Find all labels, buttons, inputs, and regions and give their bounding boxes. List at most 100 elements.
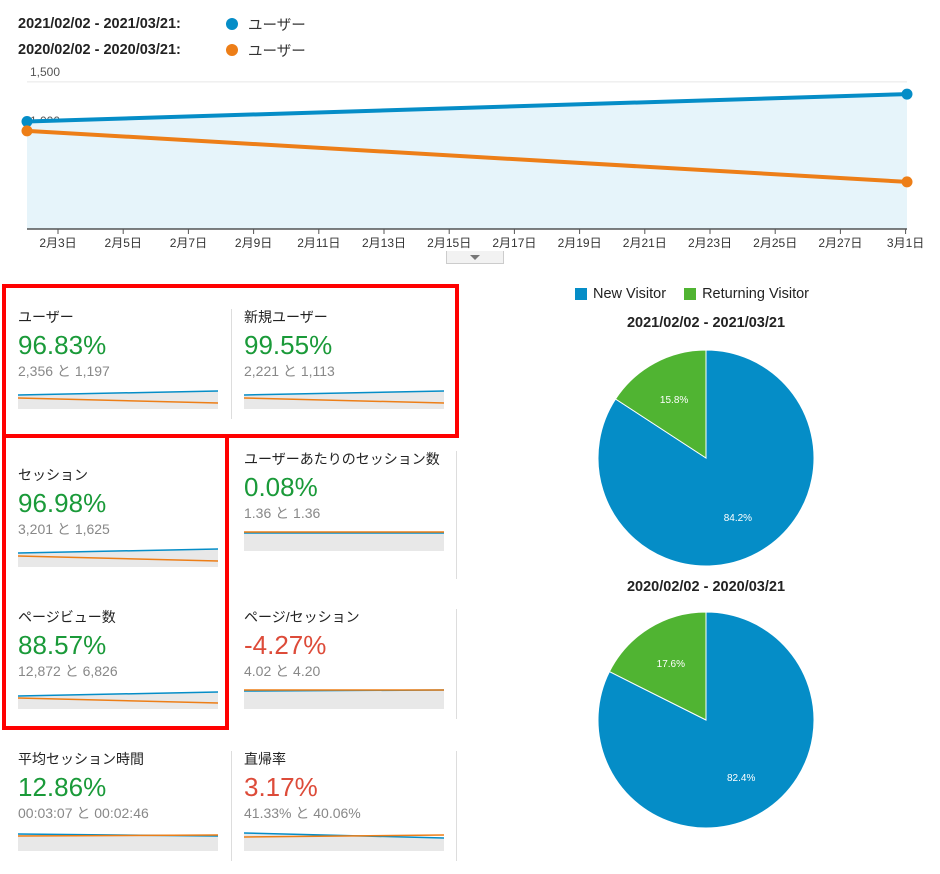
pie-label-new: 84.2%: [724, 513, 752, 524]
metric-change: 99.55%: [244, 330, 333, 360]
legend-current-dot-icon: [226, 18, 238, 30]
x-tick-label: 2月17日: [492, 236, 536, 250]
x-tick-label: 2月25日: [753, 236, 797, 250]
metric-card[interactable]: ユーザーあたりのセッション数 0.08% 1.36 と 1.36: [244, 451, 454, 551]
metric-card[interactable]: 直帰率 3.17% 41.33% と 40.06%: [244, 751, 454, 851]
metric-change: 0.08%: [244, 472, 318, 502]
series-point: [901, 176, 913, 188]
pie-label-new: 82.4%: [727, 773, 755, 784]
metric-comparison: 1.36 と 1.36: [244, 505, 321, 521]
x-tick-label: 2月19日: [558, 236, 602, 250]
metric-card[interactable]: ページ/セッション -4.27% 4.02 と 4.20: [244, 609, 454, 709]
metric-change: 12.86%: [18, 772, 107, 802]
pie-label-returning: 15.8%: [660, 395, 688, 406]
sparkline-previous: [244, 834, 444, 838]
sparkline-previous: [18, 555, 218, 562]
series-point: [21, 116, 33, 128]
metric-card[interactable]: セッション 96.98% 3,201 と 1,625: [18, 467, 228, 567]
sparkline-current: [18, 390, 218, 396]
legend-current-range: 2021/02/02 - 2021/03/21:: [18, 16, 181, 32]
highlight-box-left: [2, 434, 229, 730]
x-tick-label: 2月3日: [39, 236, 76, 250]
series-point: [21, 125, 33, 137]
series-current-area: [27, 94, 907, 229]
y-tick-label: 1,500: [30, 65, 60, 79]
pie-1-title: 2021/02/02 - 2021/03/21: [626, 315, 786, 331]
sparkline-previous: [244, 397, 444, 404]
sparkline-area: [244, 533, 444, 551]
metric-sparkline: [18, 691, 218, 709]
x-tick-label: 2月27日: [818, 236, 862, 250]
metric-card[interactable]: 新規ユーザー 99.55% 2,221 と 1,113: [244, 309, 454, 409]
x-tick-label: 3月1日: [887, 236, 924, 250]
legend-previous-range: 2020/02/02 - 2020/03/21:: [18, 42, 181, 58]
highlight-box-join: [225, 434, 459, 438]
pie-slice-returning-visitor: [608, 611, 707, 721]
metric-comparison: 41.33% と 40.06%: [244, 805, 361, 821]
metric-sparkline: [244, 832, 444, 851]
pie-chart-previous[interactable]: 17.6% 82.4%: [596, 610, 816, 830]
pie-slice-returning-visitor: [614, 349, 707, 459]
x-tick-label: 2月13日: [362, 236, 406, 250]
metric-card[interactable]: ページビュー数 88.57% 12,872 と 6,826: [18, 609, 228, 709]
pie-chart-current[interactable]: 15.8% 84.2%: [596, 348, 816, 568]
x-tick-label: 2月21日: [623, 236, 667, 250]
metric-sparkline: [18, 833, 218, 851]
chevron-down-icon: [470, 255, 480, 260]
x-tick-label: 2月23日: [688, 236, 732, 250]
x-tick-label: 2月5日: [105, 236, 142, 250]
pie-legend: New Visitor Returning Visitor: [575, 286, 809, 302]
metric-label: ユーザーあたりのセッション数: [244, 451, 440, 467]
metric-label: ページ/セッション: [244, 609, 360, 625]
pie-2-title: 2020/02/02 - 2020/03/21: [626, 579, 786, 595]
legend-current-series: ユーザー: [248, 17, 306, 34]
returning-visitor-swatch-icon: [684, 288, 697, 300]
sparkline-previous: [18, 834, 218, 837]
sparkline-area: [244, 690, 444, 709]
new-visitor-swatch-icon: [575, 288, 587, 300]
metric-sparkline: [244, 531, 444, 551]
metric-comparison: 12,872 と 6,826: [18, 663, 118, 679]
sparkline-previous: [18, 397, 218, 404]
metric-card[interactable]: ユーザー 96.83% 2,356 と 1,197: [18, 309, 228, 409]
metric-comparison: 2,356 と 1,197: [18, 363, 110, 379]
sparkline-current: [18, 691, 218, 697]
metric-label: セッション: [18, 467, 88, 483]
x-tick-label: 2月15日: [427, 236, 471, 250]
legend-previous-dot-icon: [226, 44, 238, 56]
legend-previous: 2020/02/02 - 2020/03/21: ユーザー: [18, 40, 306, 60]
pie-legend-new: New Visitor: [593, 286, 667, 302]
legend-previous-series: ユーザー: [248, 43, 306, 60]
metric-sparkline: [244, 689, 444, 709]
metric-label: 直帰率: [244, 751, 286, 767]
chart-collapse-toggle[interactable]: [446, 251, 504, 264]
series-previous-line: [26, 128, 908, 184]
metric-label: 平均セッション時間: [18, 751, 144, 767]
users-line-chart[interactable]: 1,5001,0005002月3日2月5日2月7日2月9日2月11日2月13日2…: [0, 64, 940, 250]
metric-change: 3.17%: [244, 772, 318, 802]
metric-comparison: 2,221 と 1,113: [244, 363, 335, 379]
x-tick-label: 2月9日: [235, 236, 272, 250]
metric-change: 88.57%: [18, 630, 107, 660]
metric-card[interactable]: 平均セッション時間 12.86% 00:03:07 と 00:02:46: [18, 751, 228, 851]
series-current-line: [26, 92, 908, 124]
column-divider: [456, 609, 457, 719]
metric-sparkline: [18, 390, 218, 409]
x-tick-label: 2月7日: [170, 236, 207, 250]
pie-label-returning: 17.6%: [657, 659, 685, 670]
metric-comparison: 4.02 と 4.20: [244, 663, 321, 679]
metric-comparison: 3,201 と 1,625: [18, 521, 110, 537]
column-divider: [231, 309, 232, 419]
metric-sparkline: [18, 548, 218, 567]
column-divider: [231, 751, 232, 861]
highlight-box-top: [2, 284, 459, 438]
sparkline-previous: [18, 697, 218, 704]
series-point: [901, 88, 913, 100]
column-divider: [456, 751, 457, 861]
sparkline-current: [244, 390, 444, 396]
metric-sparkline: [244, 390, 444, 409]
metric-change: 96.83%: [18, 330, 107, 360]
legend-current: 2021/02/02 - 2021/03/21: ユーザー: [18, 14, 306, 34]
metric-label: 新規ユーザー: [244, 309, 328, 325]
metric-change: -4.27%: [244, 630, 327, 660]
